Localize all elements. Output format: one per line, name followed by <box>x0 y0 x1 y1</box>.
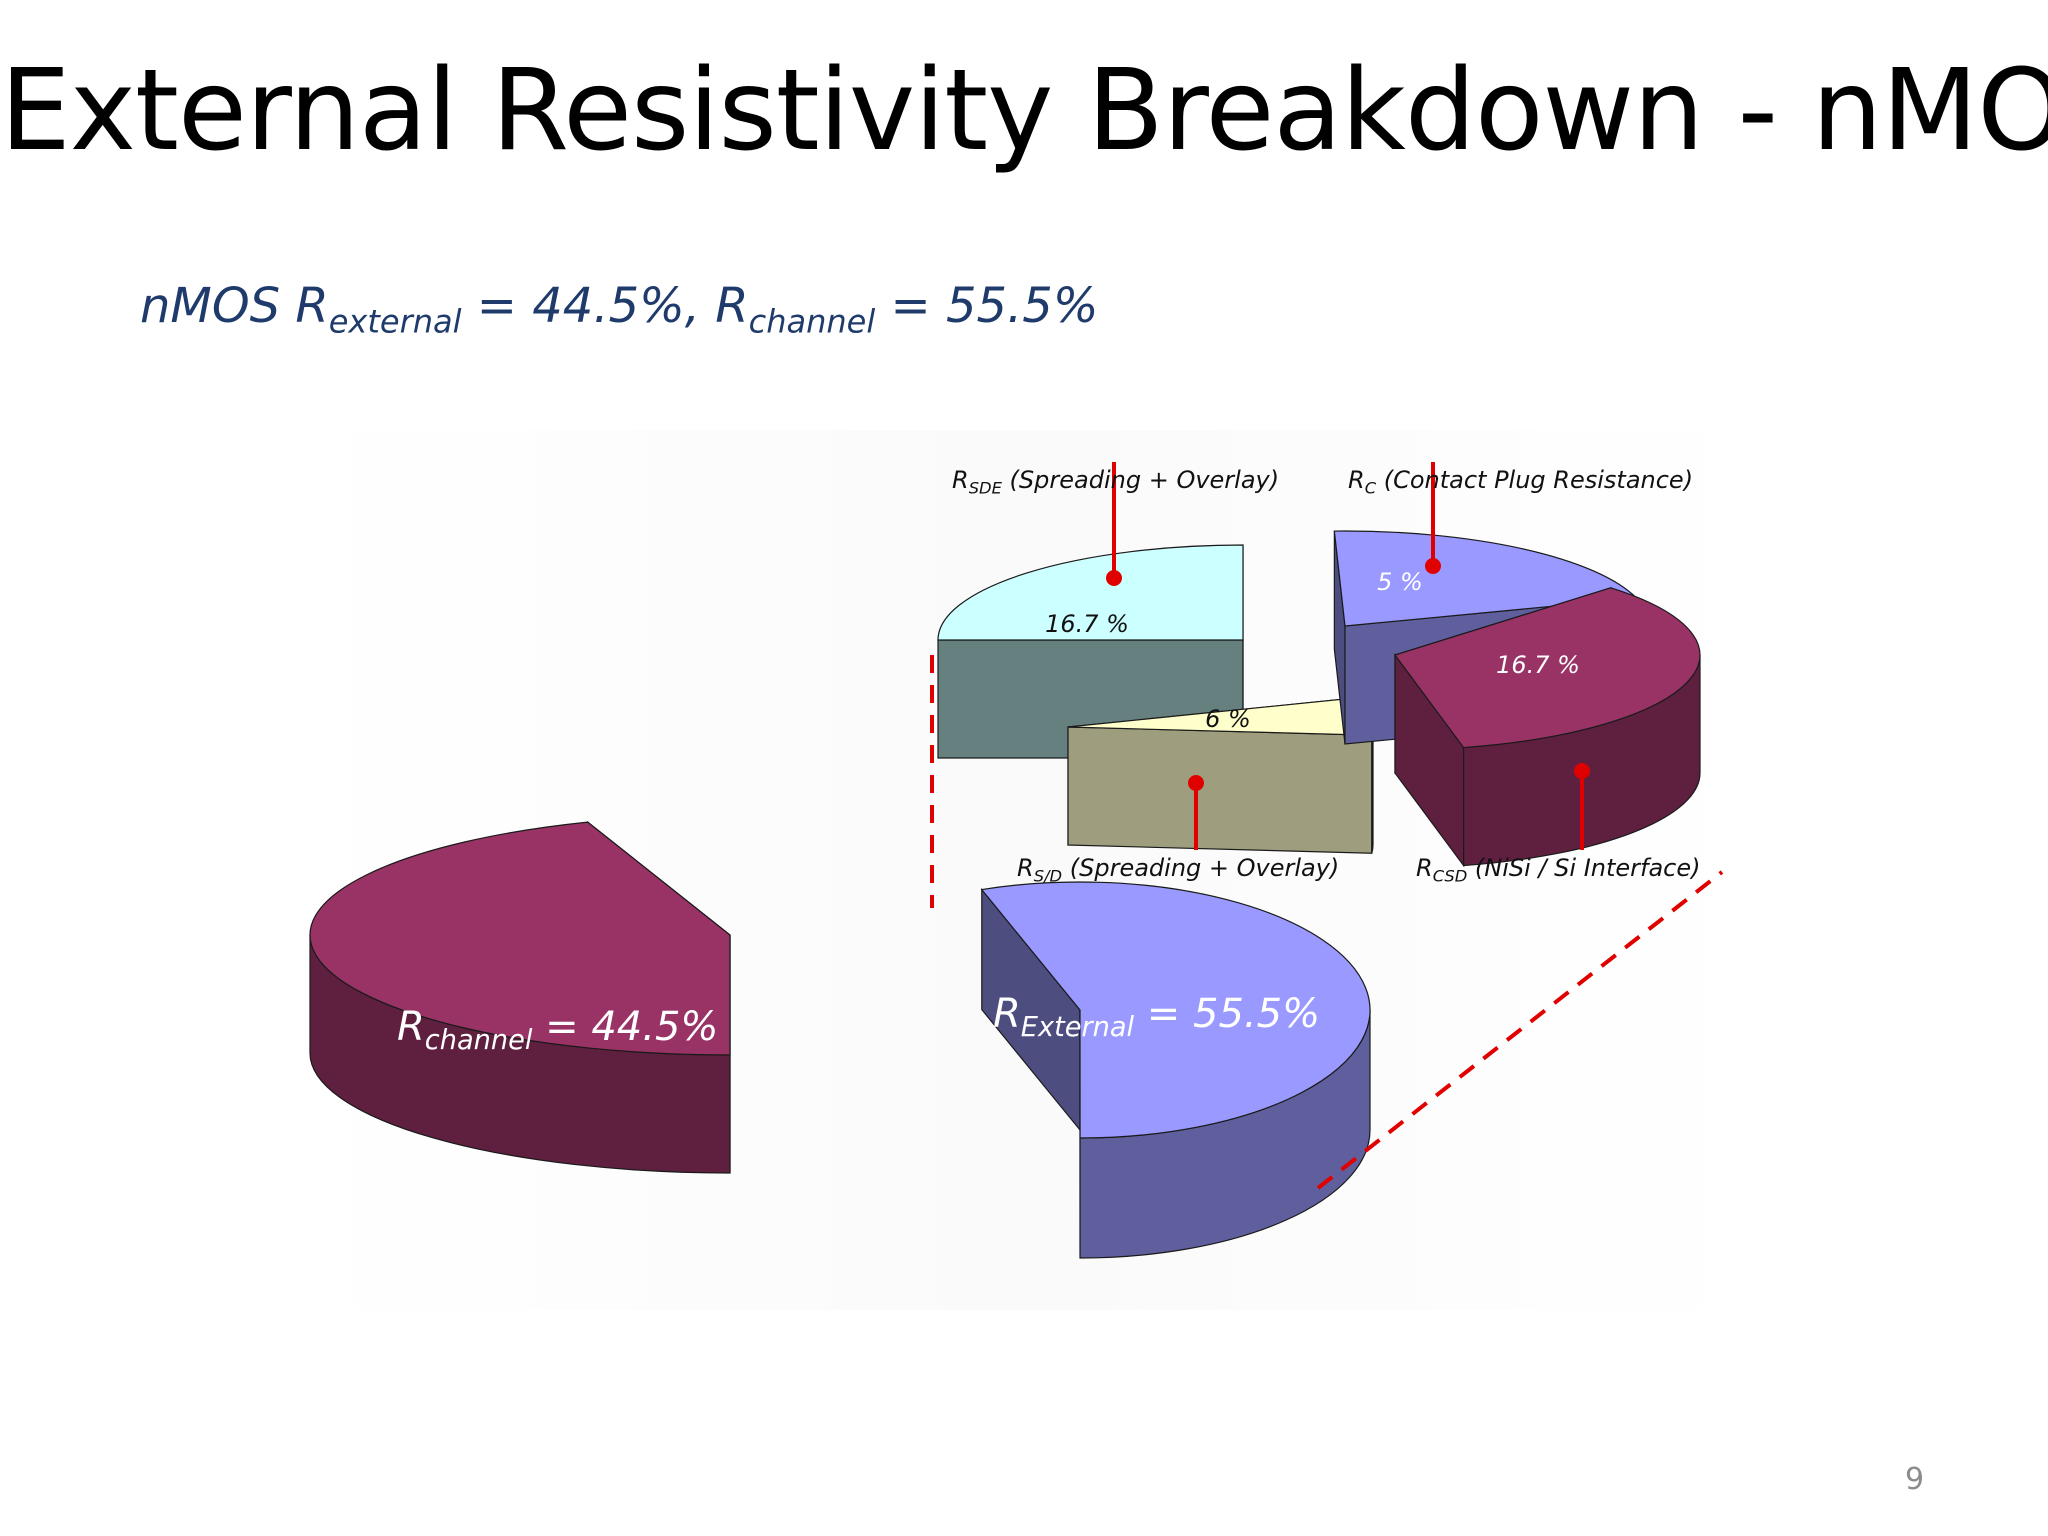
slice-c-top <box>1333 530 1638 627</box>
subtitle-sub-channel: channel <box>748 302 876 341</box>
subtitle-sub-external: external <box>328 302 462 341</box>
callout-sd-text: RS/D (Spreading + Overlay) <box>1017 854 1339 885</box>
callout-csd-dot <box>1574 763 1590 779</box>
slice-sd <box>1067 696 1374 854</box>
callout-sde-text: RSDE (Spreading + Overlay) <box>952 466 1279 497</box>
page-title: External Resistivity Breakdown - nMOS <box>0 46 2048 176</box>
page-number: 9 <box>1905 1462 1925 1497</box>
slice-external <box>980 881 1371 1259</box>
main-pie <box>309 820 1371 1259</box>
zoom-connector-lines <box>930 655 1724 1190</box>
callout-c-text: RC (Contact Plug Resistance) <box>1348 466 1693 497</box>
slice-sd-side <box>1067 726 1373 854</box>
callout-sd-dot <box>1188 775 1204 791</box>
label-csd: 16.7 % <box>1496 651 1580 679</box>
label-sd: 6 % <box>1205 705 1251 733</box>
label-channel: Rchannel = 44.5% <box>397 1004 718 1056</box>
subtitle-suffix: = 55.5% <box>875 278 1099 334</box>
callouts: RSDE (Spreading + Overlay) RS/D (Spreadin… <box>952 462 1701 885</box>
subtitle: nMOS Rexternal = 44.5%, Rchannel = 55.5% <box>140 278 1098 341</box>
slice-external-top <box>980 881 1371 1139</box>
slice-sd-wall <box>1371 726 1374 854</box>
subtitle-prefix: nMOS R <box>140 278 329 334</box>
slice-csd-top <box>1394 587 1701 749</box>
callout-c-dot <box>1425 558 1441 574</box>
zoom-line-right <box>1316 870 1724 1190</box>
subtitle-mid: = 44.5%, R <box>461 278 749 334</box>
slice-csd <box>1394 587 1701 868</box>
label-external: RExternal = 55.5% <box>993 991 1320 1043</box>
slice-sde-top <box>937 544 1244 641</box>
label-c: 5 % <box>1377 568 1423 596</box>
callout-sde-dot <box>1106 570 1122 586</box>
slice-channel <box>309 820 731 1174</box>
slice-labels: 16.7 % 6 % 5 % 16.7 % Rchannel = 44.5% RExter… <box>397 568 1580 1056</box>
breakdown-pie <box>937 530 1701 868</box>
slice-channel-top <box>309 821 731 1056</box>
label-sde: 16.7 % <box>1045 610 1129 638</box>
callout-csd-text: RCSD (NiSi / Si Interface) <box>1416 854 1701 885</box>
